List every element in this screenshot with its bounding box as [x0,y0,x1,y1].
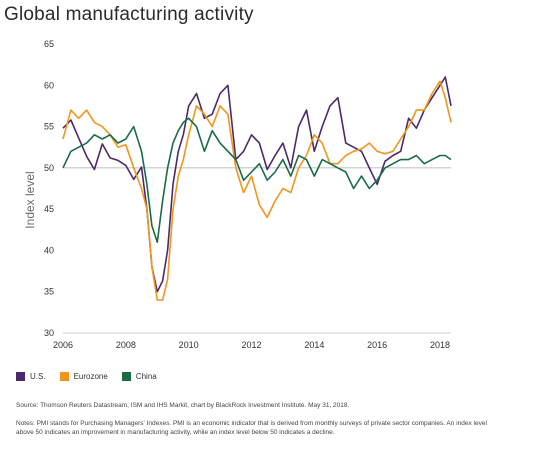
source-text: Source: Thomson Reuters Datastream, ISM … [16,402,350,409]
chart-title: Global manufacturing activity [4,4,254,25]
legend-item-china: China [121,372,157,381]
y-tick-label: 60 [44,80,54,90]
series-line-us [62,76,452,293]
legend-swatch-eurozone [59,372,69,381]
x-tick-label: 2010 [179,340,199,350]
series-lines [62,76,452,301]
legend-swatch-china [121,372,131,381]
x-tick-labels: 2006 2008 2010 2012 2014 2016 2018 [53,340,450,350]
y-tick-label: 45 [44,204,54,214]
legend: U.S. Eurozone China [16,372,171,381]
x-tick-label: 2008 [116,340,136,350]
x-tick-label: 2018 [430,340,450,350]
legend-label-us: U.S. [30,372,46,381]
y-tick-label: 35 [44,287,54,297]
y-tick-label: 30 [44,328,54,338]
legend-item-us: U.S. [16,372,46,381]
x-tick-label: 2016 [367,340,387,350]
y-tick-labels: 30 35 40 45 50 55 60 65 [44,39,54,338]
x-tick-label: 2006 [53,340,73,350]
notes-text: Notes: PMI stands for Purchasing Manager… [16,420,487,436]
legend-label-china: China [135,372,157,381]
legend-label-eurozone: Eurozone [73,372,108,381]
y-tick-label: 40 [44,245,54,255]
series-line-china [62,117,452,243]
y-tick-label: 55 [44,122,54,132]
x-tick-label: 2014 [304,340,324,350]
legend-item-eurozone: Eurozone [59,372,108,381]
y-axis-title: Index level [23,171,37,228]
series-line-eurozone [62,80,452,301]
x-tick-label: 2012 [241,340,261,350]
y-tick-label: 50 [44,163,54,173]
y-tick-label: 65 [44,39,54,49]
legend-swatch-us [16,372,25,381]
